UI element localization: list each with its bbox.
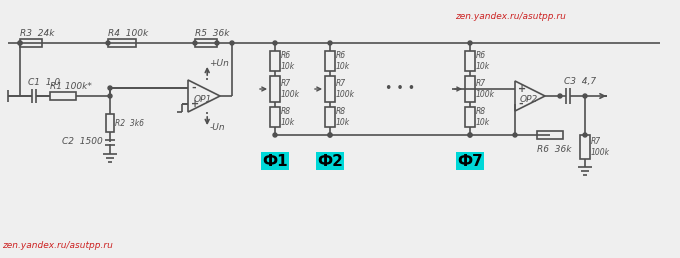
Text: +Un: +Un [209, 60, 229, 69]
Text: R5  36k: R5 36k [195, 29, 230, 38]
Bar [465, 51, 475, 71]
Text: R7
100k: R7 100k [476, 79, 495, 99]
Circle shape [513, 133, 517, 137]
Bar [20, 39, 42, 47]
Circle shape [18, 41, 22, 45]
Text: R7
100k: R7 100k [281, 79, 300, 99]
Circle shape [108, 86, 112, 90]
Text: R6
10k: R6 10k [281, 51, 295, 71]
Text: R1 100k*: R1 100k* [50, 82, 92, 91]
Text: +: + [518, 84, 526, 93]
Circle shape [328, 133, 332, 137]
Text: R8
10k: R8 10k [336, 107, 350, 127]
Text: zen.yandex.ru/asutpp.ru: zen.yandex.ru/asutpp.ru [455, 12, 566, 21]
Text: R7
100k: R7 100k [591, 137, 610, 157]
Text: Ф7: Ф7 [457, 154, 483, 168]
Circle shape [468, 133, 472, 137]
Text: C3  4,7: C3 4,7 [564, 77, 596, 86]
Circle shape [106, 41, 110, 45]
Circle shape [18, 41, 22, 45]
Circle shape [558, 94, 562, 98]
Text: +: + [191, 99, 199, 109]
Circle shape [468, 41, 472, 45]
Text: R3  24k: R3 24k [20, 29, 54, 38]
Bar [325, 51, 335, 71]
Circle shape [273, 133, 277, 137]
Circle shape [583, 133, 587, 137]
Circle shape [193, 41, 197, 45]
Bar [106, 114, 114, 132]
Bar [537, 131, 563, 139]
Bar [325, 76, 335, 102]
Text: Ф1: Ф1 [262, 154, 288, 168]
Text: C2  1500: C2 1500 [63, 138, 103, 147]
FancyBboxPatch shape [316, 152, 344, 170]
Bar [325, 107, 335, 127]
Text: zen.yandex.ru/asutpp.ru: zen.yandex.ru/asutpp.ru [2, 241, 113, 250]
Text: -: - [191, 83, 196, 93]
Circle shape [215, 41, 219, 45]
Circle shape [273, 41, 277, 45]
Text: OP1: OP1 [193, 95, 211, 104]
Circle shape [108, 94, 112, 98]
Bar [465, 107, 475, 127]
Text: R6
10k: R6 10k [476, 51, 490, 71]
Text: R2  3k6: R2 3k6 [115, 118, 144, 127]
Circle shape [583, 94, 587, 98]
Bar [50, 92, 76, 100]
Bar [270, 107, 280, 127]
Text: -Un: -Un [209, 124, 225, 133]
Bar [465, 76, 475, 102]
Text: OP2: OP2 [520, 95, 538, 104]
Bar [108, 39, 136, 47]
Circle shape [328, 133, 332, 137]
Bar [195, 39, 217, 47]
Text: Ф2: Ф2 [317, 154, 343, 168]
Text: R8
10k: R8 10k [281, 107, 295, 127]
FancyBboxPatch shape [456, 152, 484, 170]
Text: C1  1,0: C1 1,0 [28, 78, 60, 87]
Circle shape [230, 41, 234, 45]
Text: -: - [518, 99, 523, 109]
FancyBboxPatch shape [261, 152, 289, 170]
Text: R8
10k: R8 10k [476, 107, 490, 127]
Text: • • •: • • • [385, 83, 415, 95]
Circle shape [328, 41, 332, 45]
Circle shape [468, 133, 472, 137]
Text: R6  36k: R6 36k [537, 145, 571, 154]
Bar [270, 51, 280, 71]
Bar [580, 135, 590, 159]
Text: R6
10k: R6 10k [336, 51, 350, 71]
Bar [270, 76, 280, 102]
Text: R4  100k: R4 100k [108, 29, 148, 38]
Text: R7
100k: R7 100k [336, 79, 355, 99]
